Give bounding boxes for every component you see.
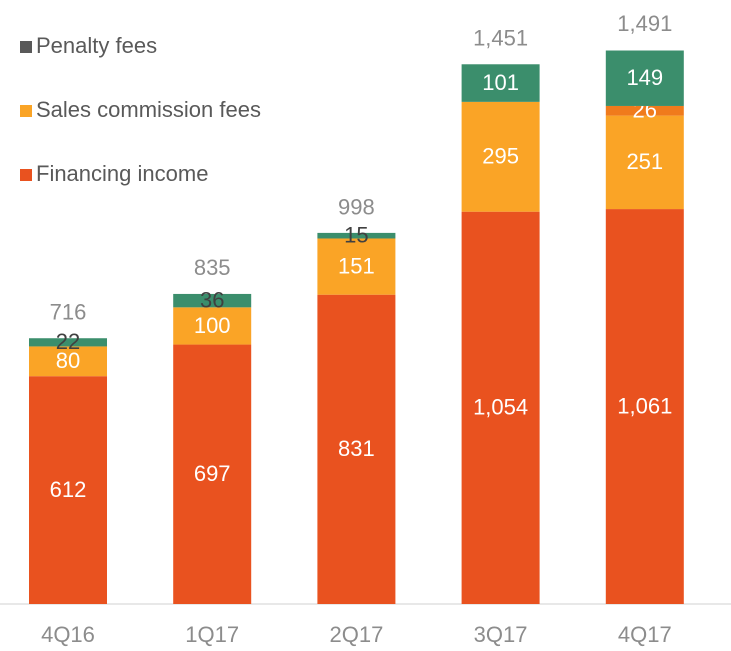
legend-label: Penalty fees xyxy=(36,33,157,58)
bar-segment xyxy=(605,105,684,116)
x-tick-label: 4Q17 xyxy=(618,622,672,647)
bar-segment xyxy=(29,338,107,347)
legend-label: Sales commission fees xyxy=(36,97,261,122)
total-label: 1,451 xyxy=(473,26,528,51)
data-label: 1,054 xyxy=(473,395,528,420)
bar-segment xyxy=(317,238,396,295)
total-label: 1,491 xyxy=(617,11,672,36)
bar-segment xyxy=(29,346,107,377)
data-label: 149 xyxy=(626,65,663,90)
bar-segment xyxy=(173,344,252,604)
x-tick-label: 4Q16 xyxy=(41,622,95,647)
bar-segment xyxy=(605,115,684,210)
data-label: 1,061 xyxy=(617,393,672,418)
data-label: 15 xyxy=(344,222,368,247)
legend-marker xyxy=(20,105,32,117)
data-label: 295 xyxy=(482,144,519,169)
total-label: 835 xyxy=(194,255,231,280)
bar-segment xyxy=(461,64,540,102)
bar-segment xyxy=(461,101,540,212)
data-label: 697 xyxy=(194,461,231,486)
bar-segment xyxy=(317,232,396,239)
legend-marker xyxy=(20,41,32,53)
data-label: 612 xyxy=(50,477,87,502)
data-label: 100 xyxy=(194,313,231,338)
x-tick-label: 3Q17 xyxy=(474,622,528,647)
data-label: 151 xyxy=(338,253,375,278)
bar-segment xyxy=(605,50,684,106)
total-label: 998 xyxy=(338,194,375,219)
bar-segment xyxy=(29,376,107,604)
data-label: 22 xyxy=(56,329,80,354)
data-label: 831 xyxy=(338,436,375,461)
bar-segment xyxy=(173,307,252,345)
bar-segment xyxy=(317,294,396,604)
total-label: 716 xyxy=(50,299,87,324)
bar-segment xyxy=(461,211,540,604)
x-tick-label: 1Q17 xyxy=(185,622,239,647)
legend-label: Financing income xyxy=(36,161,208,186)
bar-segment xyxy=(173,293,252,308)
x-tick-label: 2Q17 xyxy=(329,622,383,647)
data-label: 101 xyxy=(482,70,519,95)
data-label: 251 xyxy=(626,149,663,174)
bar-segment xyxy=(605,209,684,605)
legend-marker xyxy=(20,169,32,181)
data-label: 36 xyxy=(200,287,224,312)
data-label: 80 xyxy=(56,348,80,373)
